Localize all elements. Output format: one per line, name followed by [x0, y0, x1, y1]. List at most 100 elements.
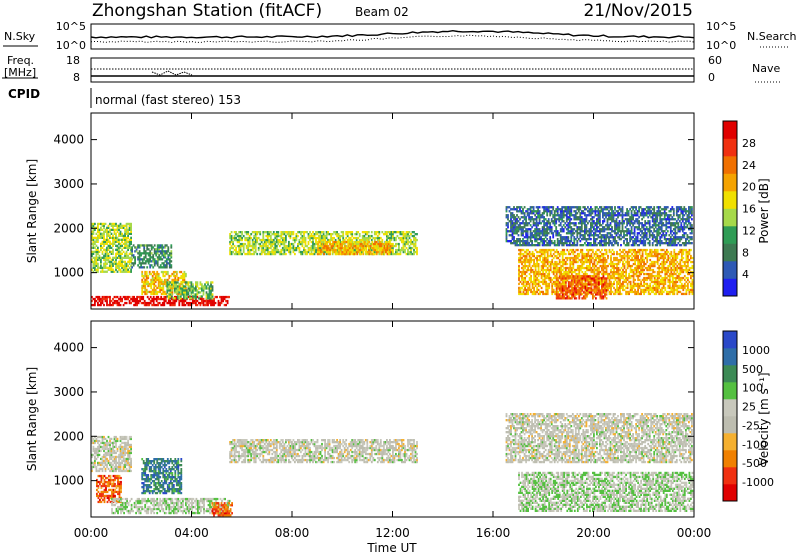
heatmap-cell [529, 210, 532, 213]
heatmap-cell [588, 210, 591, 213]
heatmap-cell [691, 214, 693, 217]
heatmap-cell [97, 248, 99, 251]
heatmap-cell [116, 248, 119, 251]
heatmap-cell [130, 268, 132, 271]
heatmap-cell [671, 240, 674, 243]
heatmap-cell [167, 299, 170, 303]
heatmap-cell [345, 244, 348, 248]
heatmap-cell [665, 222, 668, 225]
heatmap-cell [549, 210, 552, 213]
heatmap-cell [361, 238, 364, 242]
heatmap-cell [564, 240, 567, 243]
heatmap-cell [388, 240, 390, 244]
heatmap-cell [642, 240, 645, 243]
heatmap-cell [142, 301, 145, 305]
heatmap-cell [608, 244, 610, 247]
heatmap-cell [131, 246, 133, 249]
heatmap-cell [262, 231, 265, 234]
heatmap-cell [119, 230, 122, 233]
heatmap-cell [565, 244, 568, 247]
heatmap-cell [510, 216, 512, 219]
heatmap-cell [520, 216, 523, 219]
heatmap-cell [181, 287, 184, 290]
heatmap-cell [514, 224, 517, 227]
heatmap-cell [519, 274, 522, 278]
heatmap-cell [605, 238, 607, 241]
heatmap-cell [571, 228, 574, 231]
heatmap-cell [100, 299, 102, 303]
heatmap-cell [130, 246, 132, 249]
heatmap-cell [304, 248, 307, 252]
heatmap-cell [346, 234, 349, 238]
heatmap-cell [125, 244, 128, 247]
heatmap-cell [303, 246, 305, 250]
heatmap-cell [565, 216, 568, 219]
heatmap-cell [364, 231, 367, 234]
heatmap-cell [169, 299, 172, 303]
heatmap-cell [576, 256, 579, 260]
heatmap-cell [546, 212, 549, 215]
heatmap-cell [593, 238, 595, 241]
heatmap-cell [540, 236, 542, 239]
heatmap-cell [199, 295, 202, 298]
heatmap-cell [150, 292, 153, 296]
heatmap-cell [603, 240, 606, 243]
heatmap-cell [579, 216, 582, 219]
freq-panel [90, 57, 695, 83]
heatmap-cell [160, 286, 163, 290]
heatmap-cell [551, 254, 554, 258]
heatmap-cell [593, 216, 595, 219]
heatmap-cell [642, 234, 645, 237]
heatmap-cell [130, 260, 132, 263]
heatmap-cell [208, 287, 211, 290]
heatmap-cell [131, 266, 133, 269]
heatmap-cell [671, 242, 674, 245]
heatmap-cell [405, 238, 408, 242]
heatmap-cell [612, 230, 615, 233]
heatmap-cell [586, 248, 588, 252]
heatmap-cell [233, 248, 236, 252]
heatmap-cell [327, 238, 329, 242]
heatmap-cell [540, 276, 543, 280]
heatmap-cell [534, 276, 537, 280]
heatmap-cell [137, 295, 140, 299]
heatmap-cell [626, 220, 628, 223]
heatmap-cell [555, 218, 558, 221]
heatmap-cell [677, 228, 680, 231]
heatmap-cell [156, 248, 159, 251]
heatmap-cell [686, 214, 689, 217]
heatmap-cell [323, 252, 325, 256]
heatmap-cell [193, 301, 196, 305]
heatmap-cell [92, 232, 95, 235]
heatmap-cell [546, 266, 549, 270]
heatmap-cell [527, 290, 529, 294]
heatmap-cell [107, 256, 110, 259]
heatmap-cell [572, 248, 575, 252]
heatmap-cell [564, 214, 567, 217]
heatmap-cell [597, 222, 600, 225]
heatmap-cell [192, 295, 194, 298]
heatmap-cell [647, 208, 650, 211]
heatmap-cell [561, 230, 564, 233]
heatmap-cell [548, 278, 551, 282]
heatmap-cell [626, 238, 628, 241]
heatmap-cell [414, 240, 417, 244]
heatmap-cell [642, 208, 645, 211]
heatmap-cell [130, 297, 132, 301]
heatmap-cell [113, 228, 116, 231]
heatmap-cell [109, 266, 111, 269]
heatmap-cell [505, 224, 508, 227]
heatmap-cell [208, 289, 211, 292]
heatmap-cell [269, 238, 272, 242]
heatmap-cell [109, 242, 111, 245]
heatmap-cell [376, 231, 379, 234]
heatmap-cell [529, 240, 532, 243]
heatmap-cell [348, 236, 351, 240]
heatmap-cell [530, 260, 532, 264]
heatmap-cell [367, 236, 370, 240]
heatmap-cell [97, 234, 99, 237]
heatmap-cell [530, 290, 532, 294]
heatmap-cell [585, 240, 588, 243]
heatmap-cell [659, 236, 662, 239]
heatmap-cell [331, 233, 334, 236]
